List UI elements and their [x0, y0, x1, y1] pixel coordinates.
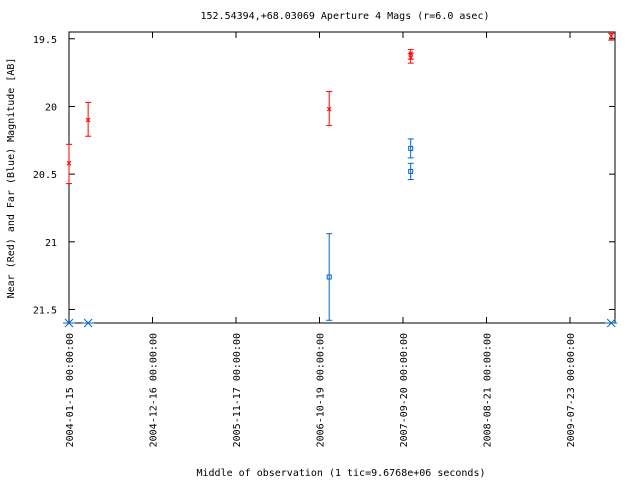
- y-tick-label: 21.5: [33, 305, 57, 316]
- marker-stroke: [83, 318, 93, 328]
- y-axis-label: Near (Red) and Far (Blue) Magnitude [AB]: [6, 58, 17, 299]
- data-point: [326, 106, 332, 112]
- y-axis: 19.5 20 20.5 21 21.5: [33, 35, 615, 316]
- x-tick-label: 2004-01-15 00:00:00: [65, 333, 76, 447]
- data-point: [408, 168, 414, 174]
- y-tick-label: 20.5: [33, 170, 57, 181]
- chart-title: 152.54394,+68.03069 Aperture 4 Mags (r=6…: [201, 11, 490, 22]
- data-point: [326, 274, 332, 280]
- data-point: [608, 33, 614, 39]
- marker-stroke: [64, 318, 74, 328]
- point-stroke: [85, 117, 91, 123]
- y-tick-label: 19.5: [33, 35, 57, 46]
- x-tick-label: 2006-10-19 00:00:00: [316, 333, 327, 447]
- point-stroke: [608, 33, 614, 39]
- x-tick-label: 2005-11-17 00:00:00: [232, 333, 243, 447]
- point-stroke: [408, 55, 414, 61]
- x-tick-label: 2007-09-20 00:00:00: [399, 333, 410, 447]
- data-marks: [63, 32, 618, 328]
- marker-stroke: [606, 318, 616, 328]
- x-tick-label: 2009-07-23 00:00:00: [566, 333, 577, 447]
- baseline-marker: [82, 318, 95, 328]
- point-stroke: [326, 106, 332, 112]
- data-point: [408, 55, 414, 61]
- y-tick-label: 21: [45, 238, 57, 249]
- x-axis: 2004-01-15 00:00:00 2004-12-16 00:00:00 20…: [65, 32, 577, 447]
- baseline-marker: [605, 318, 618, 328]
- plot-frame: [68, 31, 616, 324]
- x-axis-label: Middle of observation (1 tic=9.6768e+06 …: [197, 468, 486, 479]
- point-stroke: [66, 160, 72, 166]
- data-point: [66, 160, 72, 166]
- data-point: [408, 145, 414, 151]
- data-point: [85, 117, 91, 123]
- x-tick-label: 2008-08-21 00:00:00: [483, 333, 494, 447]
- x-tick-label: 2004-12-16 00:00:00: [149, 333, 160, 447]
- y-tick-label: 20: [45, 102, 57, 113]
- baseline-marker: [63, 318, 75, 328]
